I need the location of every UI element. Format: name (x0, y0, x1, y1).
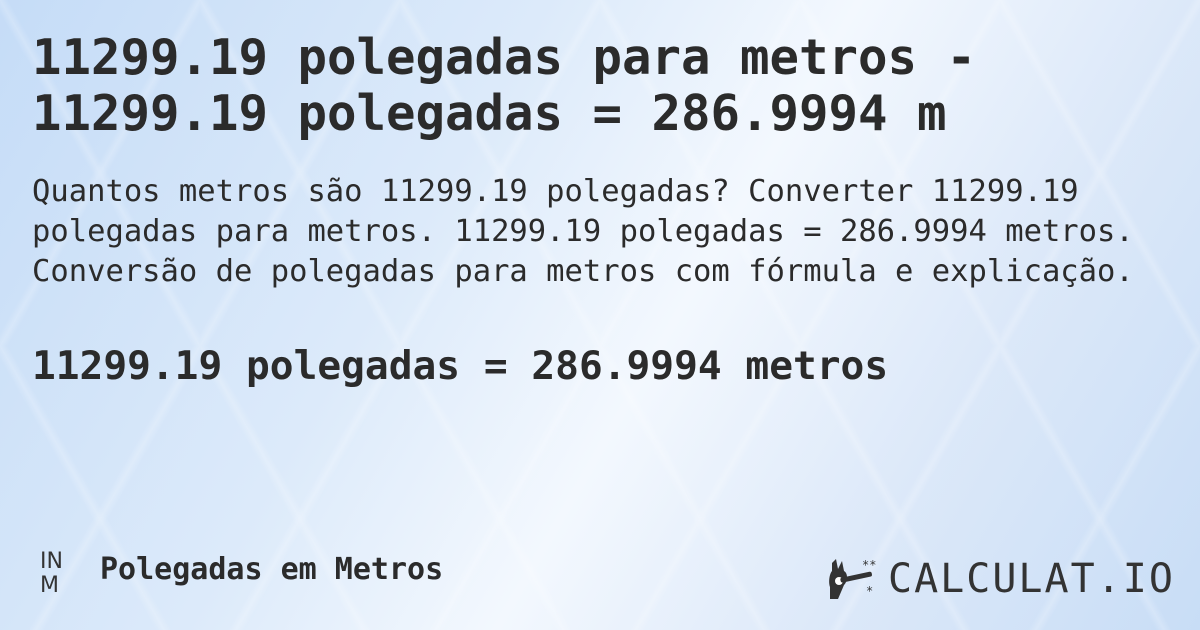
logo-text: CALCULAT.IO (888, 556, 1175, 602)
svg-text:**: ** (862, 558, 876, 572)
conversion-result: 11299.19 polegadas = 286.9994 metros (32, 343, 889, 389)
unit-badge: IN M (40, 550, 63, 598)
category-link[interactable]: Polegadas em Metros (100, 552, 444, 587)
description: Quantos metros são 11299.19 polegadas? C… (32, 174, 1134, 289)
unit-badge-from: IN (40, 549, 63, 574)
calculat-logo[interactable]: ** * CALCULAT.IO (828, 556, 1175, 602)
page-title: 11299.19 polegadas para metros - 11299.1… (32, 29, 977, 142)
hand-magic-wand-icon: ** * (829, 558, 876, 599)
svg-text:*: * (866, 584, 873, 598)
unit-badge-to: M (40, 573, 59, 598)
